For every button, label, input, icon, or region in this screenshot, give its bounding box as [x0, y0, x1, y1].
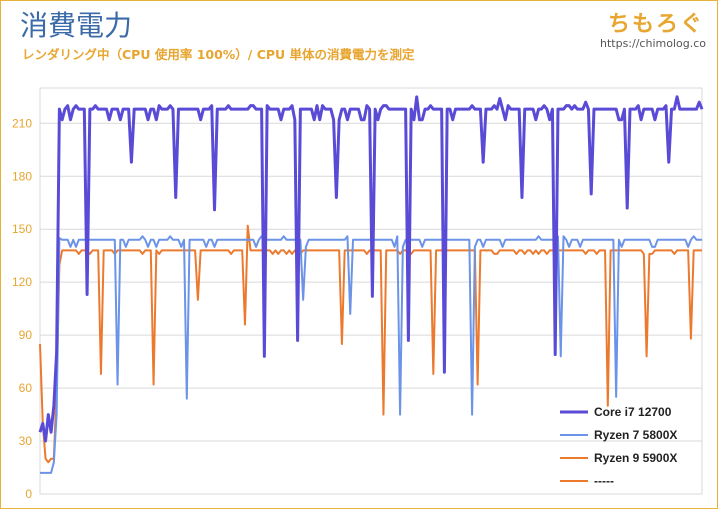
legend-label: -----: [594, 474, 614, 488]
chart-subtitle: レンダリング中（CPU 使用率 100%）/ CPU 単体の消費電力を測定: [22, 47, 415, 62]
y-tick-label: 90: [19, 328, 33, 342]
chart-title: 消費電力: [20, 9, 133, 42]
legend-label: Ryzen 9 5900X: [594, 451, 677, 465]
y-tick-label: 150: [12, 222, 32, 236]
series-line-core-i7-12700: [38, 95, 704, 443]
brand-logo: ちもろぐ: [607, 12, 704, 37]
series-layer: [38, 95, 704, 474]
y-tick-label: 210: [12, 116, 32, 130]
y-axis-ticks: 0 30 60 90 120 150 180 210: [12, 116, 32, 501]
y-tick-label: 0: [25, 487, 32, 501]
y-tick-label: 180: [12, 169, 32, 183]
legend-label: Core i7 12700: [594, 405, 672, 419]
brand-url: https://chimolog.co: [600, 37, 706, 50]
y-tick-label: 30: [19, 434, 33, 448]
legend: Core i7 12700 Ryzen 7 5800X Ryzen 9 5900X -…: [560, 405, 677, 488]
plot-area: [39, 87, 703, 495]
y-tick-label: 60: [19, 381, 33, 395]
legend-label: Ryzen 7 5800X: [594, 428, 677, 442]
y-tick-label: 120: [12, 275, 32, 289]
